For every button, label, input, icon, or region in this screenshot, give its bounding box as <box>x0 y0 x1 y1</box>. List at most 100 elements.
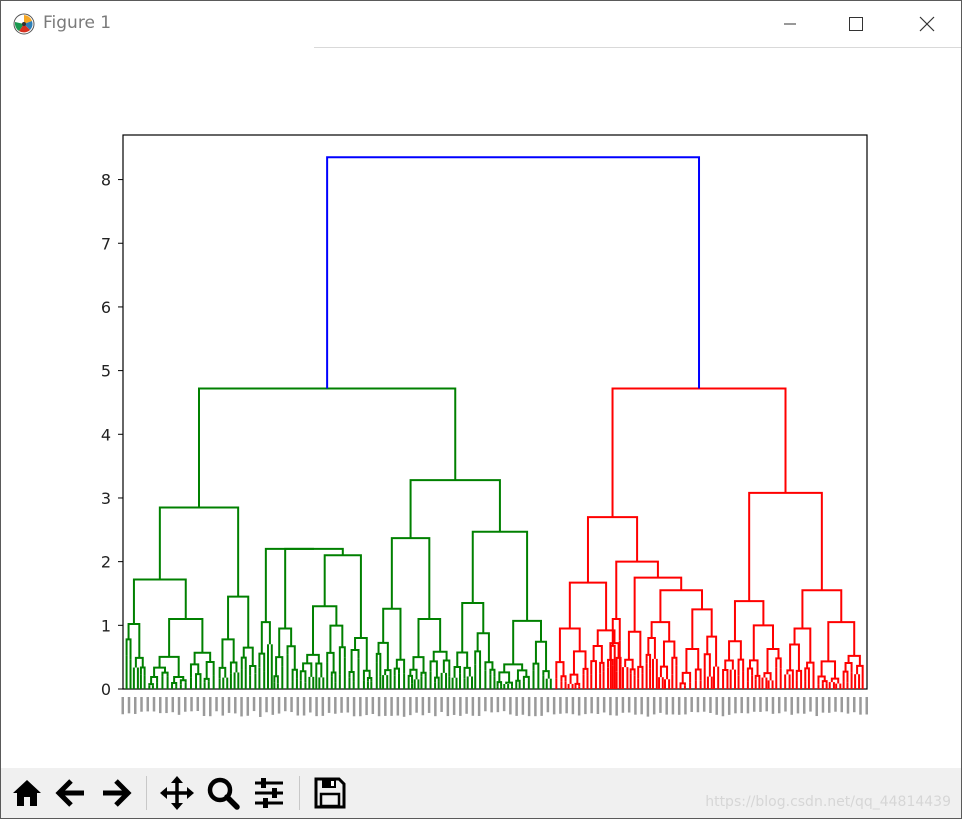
dendrogram-link <box>453 665 462 678</box>
x-tick-label <box>509 697 512 715</box>
dendrogram-link <box>218 666 227 679</box>
dendrogram-link <box>722 669 729 682</box>
x-tick-label <box>177 697 181 715</box>
x-tick-label <box>527 697 531 717</box>
x-tick-label <box>452 697 456 715</box>
x-tick-label <box>765 697 768 712</box>
x-tick-label <box>240 697 243 717</box>
y-tick-label: 7 <box>101 234 111 253</box>
pan-icon <box>160 776 194 810</box>
dendrogram-link <box>847 654 861 666</box>
x-tick-label <box>546 697 550 713</box>
x-tick-label <box>521 697 525 715</box>
x-tick-label <box>496 697 500 713</box>
x-tick-label <box>215 697 218 712</box>
x-tick-label <box>627 697 631 713</box>
navigation-toolbar: https://blog.csdn.net/qq_44814439 <box>1 768 961 818</box>
dendrogram-link <box>390 537 431 619</box>
y-tick-label: 5 <box>101 362 111 381</box>
x-tick-label <box>434 697 437 717</box>
x-tick-label <box>821 697 825 713</box>
dendrogram-link <box>624 658 634 670</box>
x-tick-label <box>234 697 237 714</box>
save-icon <box>314 777 346 809</box>
x-tick-label <box>802 697 806 714</box>
x-tick-label <box>646 697 650 717</box>
x-tick-label <box>484 697 487 712</box>
x-tick-label <box>652 697 656 715</box>
x-tick-label <box>540 697 543 716</box>
x-tick-label <box>534 697 537 717</box>
x-tick-label <box>259 697 262 717</box>
maximize-button[interactable] <box>824 1 888 47</box>
forward-button[interactable] <box>96 774 136 812</box>
x-tick-label <box>477 697 481 716</box>
configure-subplots-button[interactable] <box>249 774 289 812</box>
x-tick-label <box>146 697 150 712</box>
dendrogram-link <box>179 679 187 685</box>
window-title: Figure 1 <box>43 13 112 33</box>
x-tick-label <box>265 697 268 713</box>
save-button[interactable] <box>310 774 350 812</box>
x-tick-label <box>727 697 731 715</box>
x-tick-label <box>796 697 800 714</box>
dendrogram-link <box>763 672 772 681</box>
pan-button[interactable] <box>157 774 197 812</box>
dendrogram-link <box>789 643 800 671</box>
dendrogram-link <box>132 578 187 625</box>
x-tick-label <box>621 697 625 713</box>
matplotlib-icon <box>13 13 35 35</box>
x-tick-label <box>284 697 287 712</box>
x-tick-label <box>384 697 387 716</box>
x-tick-label <box>552 697 556 715</box>
x-tick-label <box>690 697 693 712</box>
root-link <box>326 156 701 389</box>
x-tick-label <box>359 697 362 717</box>
dendrogram-link <box>249 664 257 676</box>
x-tick-label <box>440 697 443 712</box>
x-tick-label <box>134 697 137 714</box>
dendrogram-link <box>615 560 659 619</box>
x-tick-label <box>571 697 575 715</box>
back-button[interactable] <box>51 774 91 812</box>
x-tick-label <box>671 697 675 715</box>
dendrogram-link <box>323 554 362 639</box>
dendrogram-link <box>150 676 159 685</box>
x-tick-label <box>846 697 850 714</box>
y-tick-label: 3 <box>101 489 111 508</box>
x-tick-label <box>759 697 762 712</box>
x-tick-label <box>859 697 862 715</box>
x-tick-label <box>152 697 156 712</box>
figure-canvas[interactable]: 0 1 2 3 4 5 6 7 8 <box>1 48 961 768</box>
toolbar-separator <box>299 776 300 810</box>
x-tick-label <box>734 697 737 714</box>
x-tick-label <box>852 697 856 713</box>
x-tick-label <box>409 697 412 716</box>
dendrogram-link <box>229 661 238 674</box>
x-tick-label <box>209 697 212 717</box>
close-button[interactable] <box>895 1 959 47</box>
x-tick-label <box>809 697 812 712</box>
x-tick-label <box>559 697 562 714</box>
x-tick-label <box>840 697 843 713</box>
zoom-button[interactable] <box>203 774 243 812</box>
configure-subplots-icon <box>255 778 283 808</box>
x-tick-label <box>371 697 375 714</box>
dendrogram-link <box>582 667 589 676</box>
dendrogram-link <box>125 638 132 660</box>
minimize-button[interactable] <box>758 1 822 47</box>
dendrogram-link <box>569 673 579 684</box>
x-tick-label <box>702 697 706 712</box>
x-tick-label <box>340 697 343 713</box>
x-tick-label <box>334 697 337 714</box>
dendrogram-link <box>694 668 702 681</box>
x-tick-label <box>296 697 300 716</box>
x-tick-label <box>665 697 668 715</box>
x-tick-label <box>615 697 618 716</box>
x-tick-label <box>202 697 206 717</box>
title-bar[interactable]: Figure 1 <box>1 1 961 47</box>
home-button[interactable] <box>7 774 47 812</box>
dendrogram-link <box>384 669 392 676</box>
y-tick-label: 2 <box>101 553 111 572</box>
